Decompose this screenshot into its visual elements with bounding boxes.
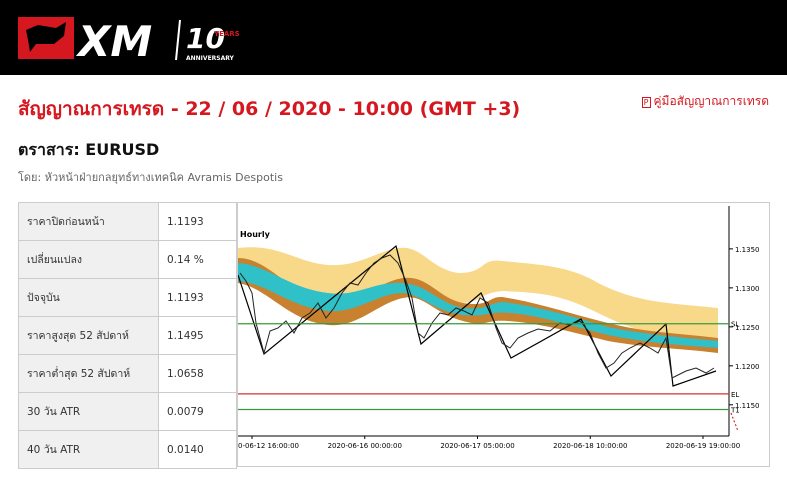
- x-tick-label: 2020-06-17 05:00:00: [440, 442, 514, 450]
- row-value: 1.1193: [158, 278, 237, 317]
- table-row: เปลี่ยนแปลง 0.14 %: [18, 240, 237, 279]
- table-row: 30 วัน ATR 0.0079: [18, 392, 237, 431]
- level-label: T1: [730, 406, 740, 414]
- y-tick-label: 1.1350: [735, 246, 760, 254]
- row-label: เปลี่ยนแปลง: [18, 240, 159, 279]
- y-tick-label: 1.1250: [735, 324, 760, 332]
- x-tick-label: 2020-06-19 19:00:00: [666, 442, 740, 450]
- zigzag: [237, 244, 717, 387]
- row-value: 0.14 %: [158, 240, 237, 279]
- row-value: 0.0140: [158, 430, 237, 469]
- guide-link[interactable]: P คู่มือสัญญาณการเทรด: [641, 92, 770, 111]
- row-label: ราคาปิดก่อนหน้า: [18, 202, 159, 241]
- row-value: 0.0079: [158, 392, 237, 431]
- chart: Hourly 1.1350 1.1300 1.1250 1.1200 1.1150 SL EL…: [237, 206, 760, 450]
- stats-table: ราคาปิดก่อนหน้า 1.1193 เปลี่ยนแปลง 0.14 % ปั…: [18, 202, 237, 469]
- anniv-label: ANNIVERSARY: [186, 55, 235, 62]
- band-inner: [238, 263, 718, 348]
- anniv-years: YEARS: [213, 30, 240, 38]
- level-label: EL: [731, 391, 739, 399]
- table-row: ปัจจุบัน 1.1193: [18, 278, 237, 317]
- logo-text: XM: [75, 17, 152, 66]
- target-arrow: [730, 412, 739, 432]
- page-title: สัญญาณการเทรด - 22 / 06 / 2020 - 10:00 (…: [18, 98, 521, 120]
- row-label: 30 วัน ATR: [18, 392, 159, 431]
- y-tick-label: 1.1300: [735, 285, 760, 293]
- row-value: 1.1495: [158, 316, 237, 355]
- x-tick-label: 0-06-12 16:00:00: [238, 442, 299, 450]
- table-row: 40 วัน ATR 0.0140: [18, 430, 237, 469]
- logo: XM 10 YEARS ANNIVERSARY: [18, 17, 240, 66]
- row-label: ราคาสูงสุด 52 สัปดาห์: [18, 316, 159, 355]
- pdf-icon: P: [641, 97, 651, 108]
- instrument: ตราสาร: EURUSD: [18, 140, 160, 159]
- table-row: ราคาปิดก่อนหน้า 1.1193: [18, 202, 237, 241]
- chart-title: Hourly: [240, 230, 271, 239]
- table-row: ราคาสูงสุด 52 สัปดาห์ 1.1495: [18, 316, 237, 355]
- y-tick-label: 1.1200: [735, 363, 760, 371]
- price-candles: [239, 254, 715, 379]
- author: โดย: หัวหน้าฝ่ายกลยุทธ์ทางเทคนิค Avramis…: [18, 171, 283, 184]
- row-value: 1.0658: [158, 354, 237, 393]
- row-value: 1.1193: [158, 202, 237, 241]
- chart-box: Hourly 1.1350 1.1300 1.1250 1.1200 1.1150 SL EL…: [237, 202, 770, 467]
- y-tick-label: 1.1150: [735, 402, 760, 410]
- header: XM 10 YEARS ANNIVERSARY: [0, 0, 787, 75]
- x-tick-label: 2020-06-16 00:00:00: [328, 442, 402, 450]
- bull-icon: [26, 22, 66, 52]
- row-label: 40 วัน ATR: [18, 430, 159, 469]
- row-label: ปัจจุบัน: [18, 278, 159, 317]
- x-tick-label: 2020-06-18 10:00:00: [553, 442, 627, 450]
- level-label: SL: [731, 321, 739, 329]
- divider: [175, 19, 181, 61]
- anniv-number: 10: [186, 22, 225, 55]
- table-row: ราคาต่ำสุด 52 สัปดาห์ 1.0658: [18, 354, 237, 393]
- row-label: ราคาต่ำสุด 52 สัปดาห์: [18, 354, 159, 393]
- guide-link-text[interactable]: คู่มือสัญญาณการเทรด: [653, 94, 770, 108]
